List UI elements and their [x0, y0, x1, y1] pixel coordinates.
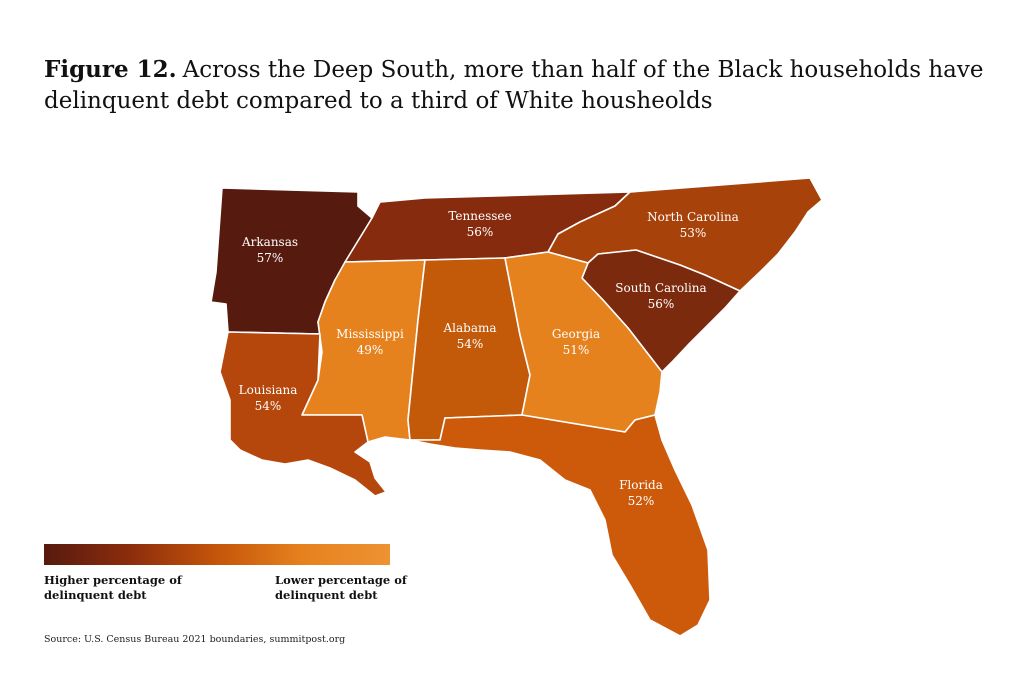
label-alabama-name: Alabama — [442, 321, 496, 335]
label-florida-name: Florida — [619, 478, 663, 492]
label-georgia-value: 51% — [563, 343, 590, 357]
legend-high-label: Higher percentage of delinquent debt — [44, 573, 182, 602]
label-tennessee-value: 56% — [467, 225, 494, 239]
label-north-carolina-value: 53% — [680, 226, 707, 240]
label-florida-value: 52% — [628, 494, 655, 508]
label-mississippi-name: Mississippi — [336, 327, 404, 341]
label-alabama-value: 54% — [457, 337, 484, 351]
label-tennessee-name: Tennessee — [448, 209, 511, 223]
label-mississippi-value: 49% — [357, 343, 384, 357]
legend-gradient-bar — [44, 544, 390, 565]
figure-number: Figure 12. — [44, 56, 177, 83]
label-georgia-name: Georgia — [552, 327, 600, 341]
state-florida[interactable] — [409, 414, 711, 637]
state-louisiana[interactable] — [219, 331, 387, 497]
label-louisiana-value: 54% — [255, 399, 282, 413]
figure-title-text: Across the Deep South, more than half of… — [44, 57, 984, 114]
figure-title: Figure 12. Across the Deep South, more th… — [44, 54, 994, 117]
label-arkansas-value: 57% — [257, 251, 284, 265]
label-south-carolina-value: 56% — [648, 297, 675, 311]
label-louisiana-name: Louisiana — [239, 383, 298, 397]
source-note: Source: U.S. Census Bureau 2021 boundari… — [44, 634, 346, 645]
legend-low-label: Lower percentage of delinquent debt — [275, 573, 407, 602]
state-georgia[interactable] — [504, 251, 663, 433]
label-south-carolina-name: South Carolina — [615, 281, 706, 295]
label-arkansas-name: Arkansas — [241, 235, 298, 249]
label-north-carolina-name: North Carolina — [647, 210, 739, 224]
